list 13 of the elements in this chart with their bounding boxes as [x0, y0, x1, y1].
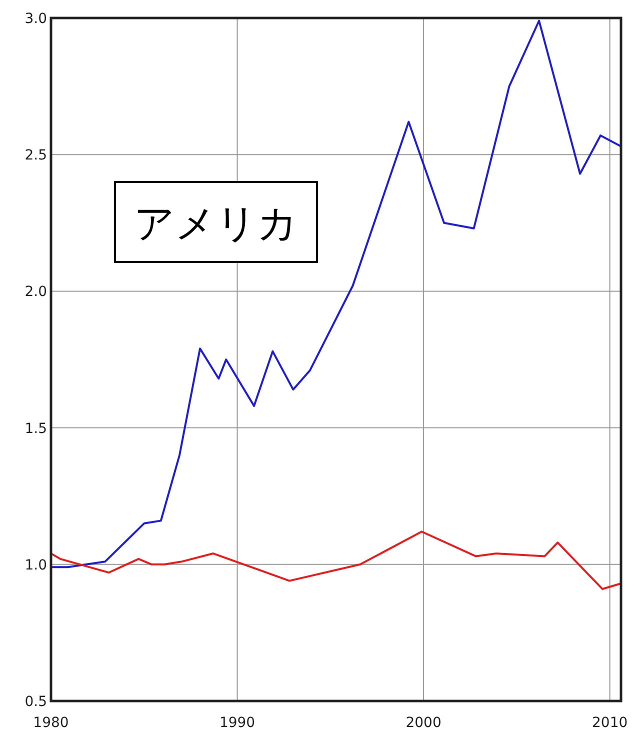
y-tick-label: 1.5 — [24, 420, 47, 437]
line-series — [50, 530, 622, 590]
x-tick-label: 2010 — [592, 715, 628, 731]
annotation: アメリカ — [134, 201, 298, 247]
x-tick-label: 2000 — [406, 715, 442, 731]
x-tick-label: 1990 — [219, 715, 256, 731]
y-tick-label: 3.0 — [24, 11, 47, 27]
y-tick-label: 2.0 — [24, 284, 47, 300]
line-series — [50, 20, 622, 568]
x-tick-label: 1980 — [33, 715, 69, 731]
y-tick-label: 0.5 — [24, 694, 47, 710]
y-tick-label: 1.0 — [24, 557, 47, 574]
y-tick-label: 2.5 — [24, 148, 47, 164]
